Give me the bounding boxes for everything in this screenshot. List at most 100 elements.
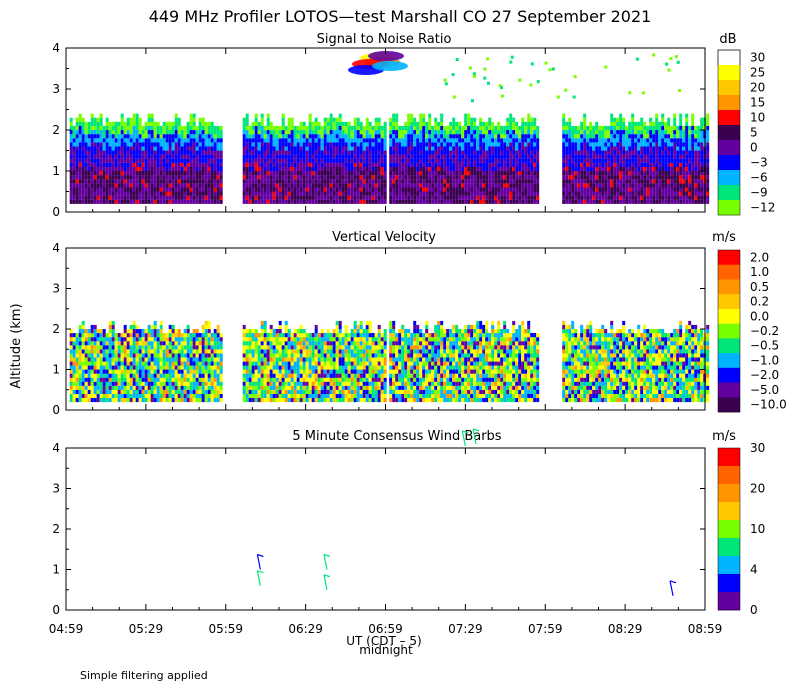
heatmap-cell <box>404 171 408 176</box>
heatmap-cell <box>362 146 366 151</box>
heatmap-cell <box>512 162 516 167</box>
heatmap-cell <box>90 333 94 338</box>
heatmap-cell <box>503 130 507 135</box>
heatmap-cell <box>509 199 513 204</box>
heatmap-cell <box>634 162 638 167</box>
heatmap-cell <box>90 150 94 155</box>
heatmap-cell <box>84 142 88 147</box>
heatmap-cell <box>150 162 154 167</box>
heatmap-cell <box>622 183 626 188</box>
heatmap-cell <box>634 195 638 200</box>
heatmap-cell <box>688 175 692 180</box>
heatmap-cell <box>649 183 653 188</box>
heatmap-cell <box>93 333 97 338</box>
heatmap-cell <box>126 329 130 334</box>
heatmap-cell <box>440 183 444 188</box>
heatmap-cell <box>138 365 142 370</box>
heatmap-cell <box>601 150 605 155</box>
heatmap-cell <box>248 154 252 159</box>
heatmap-cell <box>245 187 249 192</box>
heatmap-cell <box>117 175 121 180</box>
heatmap-cell <box>201 377 205 382</box>
heatmap-cell <box>407 117 411 122</box>
heatmap-cell <box>329 191 333 196</box>
heatmap-cell <box>174 199 178 204</box>
heatmap-cell <box>464 150 468 155</box>
heatmap-cell <box>272 146 276 151</box>
heatmap-cell <box>135 385 139 390</box>
heatmap-cell <box>676 191 680 196</box>
heatmap-cell <box>562 130 566 135</box>
heatmap-cell <box>314 191 318 196</box>
heatmap-cell <box>90 345 94 350</box>
heatmap-cell <box>102 191 106 196</box>
heatmap-cell <box>359 134 363 139</box>
heatmap-cell <box>120 150 124 155</box>
heatmap-cell <box>162 187 166 192</box>
heatmap-cell <box>335 166 339 172</box>
heatmap-cell <box>114 195 118 200</box>
heatmap-cell <box>580 134 584 139</box>
heatmap-cell <box>652 125 656 131</box>
heatmap-cell <box>494 158 498 163</box>
heatmap-cell <box>416 183 420 188</box>
heatmap-cell <box>93 381 97 386</box>
heatmap-cell <box>368 199 372 204</box>
heatmap-cell <box>147 187 151 192</box>
heatmap-cell <box>524 158 528 163</box>
heatmap-cell <box>156 329 160 334</box>
heatmap-cell <box>102 162 106 167</box>
heatmap-cell <box>374 142 378 147</box>
heatmap-cell <box>652 175 656 180</box>
heatmap-cell <box>571 166 575 172</box>
heatmap-cell <box>251 121 255 126</box>
heatmap-cell <box>392 125 396 131</box>
heatmap-cell <box>150 324 154 330</box>
heatmap-cell <box>374 199 378 204</box>
heatmap-cell <box>335 117 339 122</box>
heatmap-cell <box>180 191 184 196</box>
heatmap-cell <box>114 389 118 394</box>
heatmap-cell <box>96 117 100 122</box>
heatmap-cell <box>168 393 172 398</box>
heatmap-cell <box>344 166 348 172</box>
heatmap-cell <box>138 345 142 350</box>
heatmap-cell <box>105 337 109 342</box>
heatmap-cell <box>565 175 569 180</box>
heatmap-cell <box>536 195 540 200</box>
heatmap-cell <box>592 158 596 163</box>
heatmap-cell <box>75 187 79 192</box>
heatmap-cell <box>625 175 629 180</box>
heatmap-cell <box>449 134 453 139</box>
heatmap-cell <box>299 158 303 163</box>
heatmap-cell <box>165 353 169 358</box>
heatmap-cell <box>78 365 82 370</box>
heatmap-cell <box>257 166 261 172</box>
heatmap-cell <box>195 138 199 143</box>
heatmap-cell <box>162 171 166 176</box>
heatmap-cell <box>159 125 163 131</box>
heatmap-cell <box>628 162 632 167</box>
heatmap-cell <box>595 166 599 172</box>
heatmap-cell <box>299 130 303 135</box>
heatmap-cell <box>697 158 701 163</box>
heatmap-cell <box>186 361 190 366</box>
heatmap-cell <box>210 142 214 147</box>
heatmap-cell <box>90 130 94 135</box>
heatmap-cell <box>153 329 157 334</box>
heatmap-cell <box>362 142 366 147</box>
heatmap-cell <box>138 199 142 204</box>
heatmap-cell <box>186 166 190 172</box>
heatmap-cell <box>114 373 118 378</box>
heatmap-cell <box>302 187 306 192</box>
heatmap-cell <box>317 121 321 126</box>
heatmap-cell <box>434 134 438 139</box>
heatmap-cell <box>141 333 145 338</box>
heatmap-cell <box>150 329 154 334</box>
heatmap-cell <box>521 199 525 204</box>
heatmap-cell <box>120 175 124 180</box>
heatmap-cell <box>461 130 465 135</box>
heatmap-cell <box>512 130 516 135</box>
heatmap-cell <box>368 171 372 176</box>
heatmap-cell <box>141 150 145 155</box>
